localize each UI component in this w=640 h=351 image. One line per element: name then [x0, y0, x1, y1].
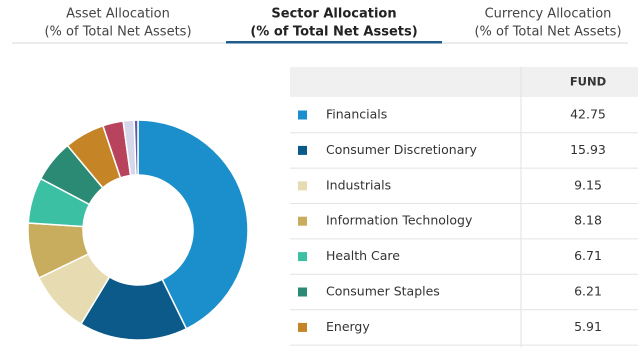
donut-slice [133, 119, 139, 176]
sector-name: Health Care [326, 248, 400, 263]
column-header: FUND [570, 75, 606, 89]
fund-value: 15.93 [570, 142, 606, 157]
table-body: Financials 42.75 Consumer Discretionary 15.… [290, 107, 638, 346]
fund-value: 6.21 [574, 284, 602, 299]
sector-name: Financials [326, 107, 387, 122]
sector-name: Consumer Staples [326, 284, 440, 299]
sector-name: Consumer Discretionary [326, 142, 477, 157]
legend-swatch [298, 252, 307, 262]
donut-slice [137, 119, 249, 330]
tab-bar: Asset Allocation(% of Total Net Assets)S… [44, 7, 622, 44]
donut-chart [27, 119, 249, 341]
fund-value: 6.71 [574, 248, 602, 263]
fund-value: 42.75 [570, 107, 606, 122]
fund-value: 5.91 [574, 319, 602, 334]
legend-swatch [298, 145, 307, 155]
sector-name: Energy [326, 319, 370, 334]
tab-subtitle[interactable]: (% of Total Net Assets) [44, 25, 191, 40]
fund-value: 8.18 [574, 213, 602, 228]
sector-name: Information Technology [326, 213, 473, 228]
legend-swatch [298, 287, 307, 297]
table-header [290, 67, 638, 97]
legend-swatch [298, 322, 307, 332]
legend-swatch [298, 216, 307, 226]
legend-swatch [298, 181, 307, 191]
tab-title[interactable]: Asset Allocation [66, 7, 170, 22]
sector-name: Industrials [326, 177, 391, 192]
fund-value: 9.15 [574, 177, 602, 192]
tab-subtitle[interactable]: (% of Total Net Assets) [474, 25, 621, 40]
legend-swatch [298, 110, 307, 120]
tab-title[interactable]: Sector Allocation [271, 7, 396, 22]
tab[interactable]: Currency Allocation (% of Total Net Asset… [474, 7, 621, 40]
tab[interactable]: Sector Allocation (% of Total Net Assets) [226, 7, 442, 44]
tab-title[interactable]: Currency Allocation [485, 7, 612, 22]
active-tab-indicator [226, 41, 442, 44]
tab-subtitle[interactable]: (% of Total Net Assets) [250, 25, 417, 40]
tab[interactable]: Asset Allocation (% of Total Net Assets) [44, 7, 191, 40]
